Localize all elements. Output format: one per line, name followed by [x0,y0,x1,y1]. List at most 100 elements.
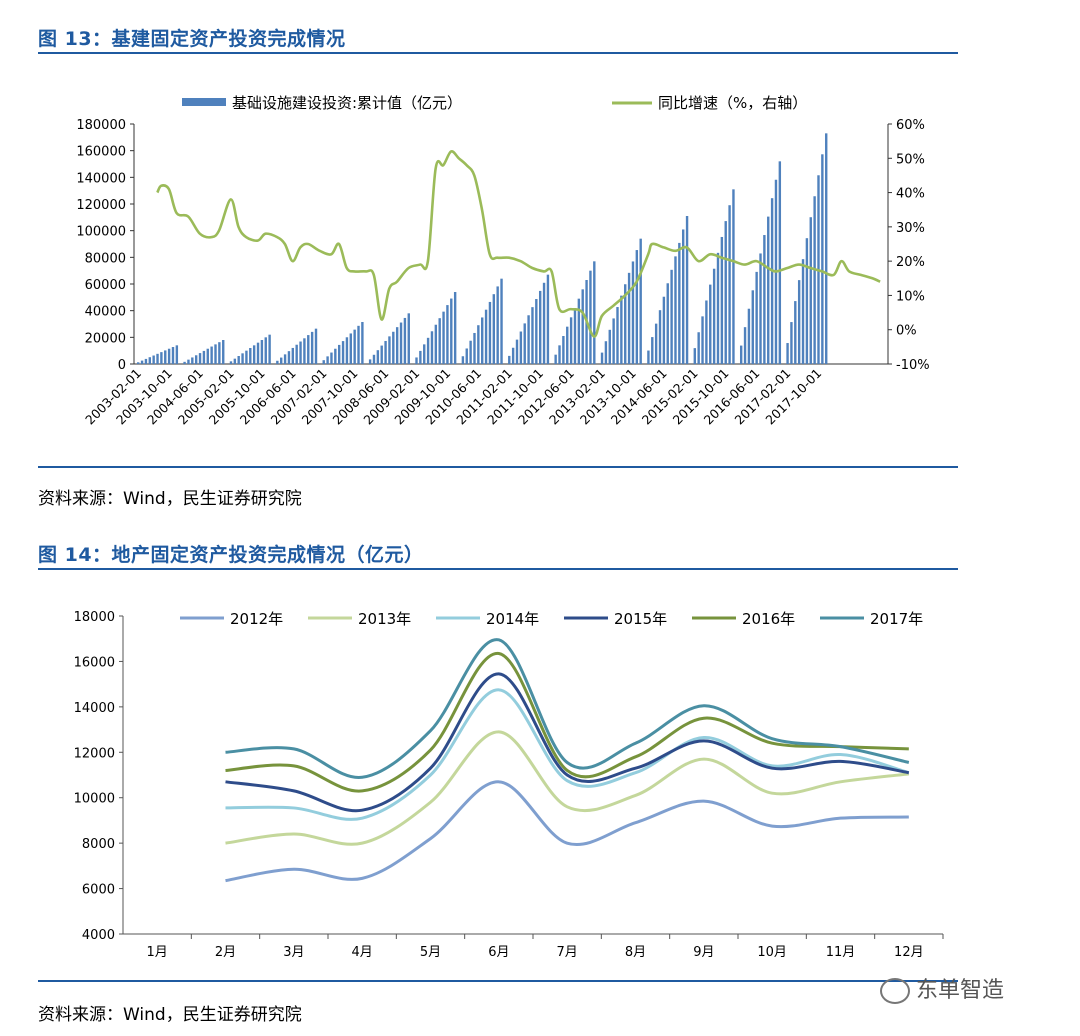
bar [701,316,704,364]
bar [430,331,434,364]
left-tick-label: 140000 [76,171,126,186]
figure13-title: 图 13：基建固定资产投资完成情况 [38,28,346,50]
x-tick-label: 7月 [557,945,578,960]
bar [813,196,816,364]
bar [759,253,762,364]
bar [790,322,793,364]
bar [724,221,727,364]
bar [291,347,295,364]
bar [229,361,233,364]
bar [624,284,627,364]
bar [500,278,503,364]
bar [538,290,542,364]
bar [593,261,596,364]
bar [407,313,410,364]
left-tick-label: 60000 [85,278,126,293]
bar [658,310,662,364]
bar [620,295,623,364]
right-tick-label: 30% [896,221,925,236]
x-tick-label: 4月 [352,945,373,960]
bar [473,332,476,364]
bar [249,348,252,364]
bar [137,362,140,364]
bar [508,355,511,364]
bar [469,340,472,364]
bar [627,272,631,364]
bar [303,338,306,364]
legend-label: 2014年 [486,610,539,628]
bar [705,300,708,364]
bar [616,307,619,364]
legend-label: 2013年 [358,610,411,628]
bar [639,238,642,364]
bar [314,328,318,364]
bar [322,360,325,364]
left-tick-label: 180000 [76,118,126,133]
infrastructure-investment-chart: 0 20000 40000 60000 80000 100000 120000 140000 1… [76,94,929,427]
figure13-source: 资料来源：Wind，民生证券研究院 [38,489,302,509]
figure13-top-rule [38,52,958,54]
x-tick-label: 10月 [757,945,787,960]
bar [481,317,484,364]
bar [334,348,337,364]
bar [376,350,380,364]
bar [523,323,526,364]
bar [198,353,202,364]
bar [797,280,801,364]
bar [662,296,666,364]
bar [218,342,221,364]
x-tick-label: 6月 [488,945,509,960]
bar [825,133,828,364]
bar [546,274,550,364]
bar [821,154,824,364]
bar [241,353,244,364]
bar [651,337,654,364]
bar [307,335,310,364]
figure13-bottom-rule [38,466,958,468]
bar [299,341,302,364]
bar [767,216,770,364]
x-tick-label: 5月 [420,945,441,960]
bar [353,329,356,364]
wechat-icon [880,978,910,1004]
bar [554,354,557,364]
bar [164,350,167,364]
bar [569,317,573,364]
real-estate-investment-chart: 4000 6000 8000 10000 12000 14000 16000 18000 1月 2… [74,610,944,960]
bar [770,198,774,364]
legend-label: 2017年 [870,610,923,628]
bar [712,268,716,364]
series-line-2017年 [225,638,910,779]
bar [210,346,213,364]
legend-bar-label: 基础设施建设投资:累计值（亿元） [232,94,462,112]
left-tick-label: 0 [118,358,126,373]
bar [527,315,530,364]
bar [245,350,248,364]
x-tick-label: 3月 [283,945,304,960]
bar [171,347,175,364]
bar [187,359,190,364]
bar [345,337,349,364]
watermark-text: 东单智造 [916,978,1005,1003]
left-tick-label: 120000 [76,198,126,213]
figure14-bottom-rule [38,980,958,982]
bar [496,286,499,364]
x-tick-label: 11月 [826,945,856,960]
bar [732,189,735,364]
bar [206,348,209,364]
y-tick-label: 16000 [74,655,115,670]
bar [438,318,441,364]
bar [283,354,287,364]
bar [392,331,395,364]
bar [589,270,592,364]
bar [450,298,453,364]
bar [446,305,449,364]
bar [511,347,515,364]
bar [237,356,240,364]
bar [287,351,291,364]
right-tick-label: 50% [896,152,925,167]
series-line-2012年 [225,780,909,883]
bar [755,271,758,364]
bar [326,356,329,364]
y-tick-label: 6000 [82,883,115,898]
